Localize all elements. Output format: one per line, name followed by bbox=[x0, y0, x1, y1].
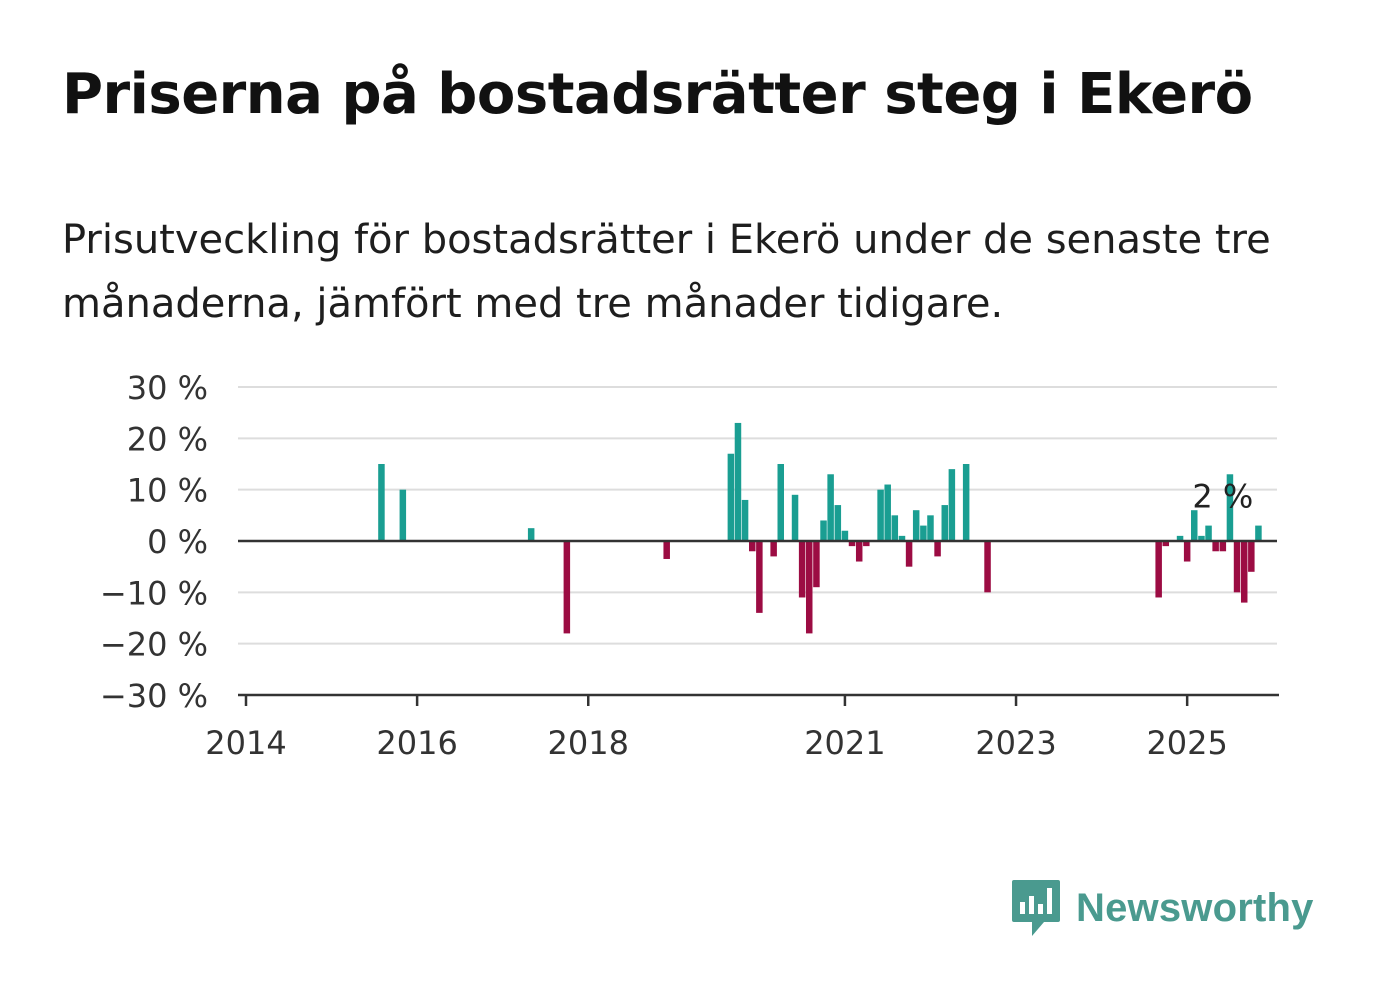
y-tick-label: 10 % bbox=[127, 472, 208, 510]
y-tick-label: 0 % bbox=[147, 523, 208, 561]
bar bbox=[941, 505, 949, 541]
bar bbox=[1248, 541, 1255, 572]
bar bbox=[1255, 525, 1262, 541]
bar bbox=[948, 469, 956, 541]
bars bbox=[378, 422, 1262, 634]
bar bbox=[848, 541, 856, 547]
x-tick-label: 2021 bbox=[804, 724, 885, 762]
bar bbox=[734, 422, 742, 541]
bar bbox=[834, 505, 842, 541]
x-tick-label: 2016 bbox=[376, 724, 457, 762]
y-tick-label: −30 % bbox=[100, 677, 208, 715]
bar bbox=[884, 484, 891, 541]
bar bbox=[841, 530, 849, 541]
bar bbox=[1198, 535, 1205, 541]
y-tick-label: −20 % bbox=[100, 626, 208, 664]
x-tick-label: 2018 bbox=[548, 724, 629, 762]
bar-chart: 30 %20 %10 %0 %−10 %−20 %−30 % 2014 2016 2… bbox=[100, 369, 1279, 762]
bar bbox=[1205, 525, 1212, 541]
bar bbox=[1191, 510, 1198, 541]
bar bbox=[813, 541, 820, 588]
bar bbox=[898, 535, 906, 541]
bar bbox=[820, 520, 827, 541]
bar bbox=[1176, 535, 1184, 541]
x-axis-ticks: 2014 2016 2018 2021 2023 2025 bbox=[205, 695, 1228, 762]
bar bbox=[1212, 541, 1219, 552]
bar bbox=[399, 489, 407, 541]
bar bbox=[827, 474, 834, 541]
brand-name: Newsworthy bbox=[1076, 885, 1314, 930]
bar bbox=[378, 464, 385, 541]
bar bbox=[855, 541, 863, 562]
bar bbox=[1226, 474, 1234, 541]
newsworthy-logo-icon bbox=[1012, 880, 1060, 936]
y-tick-label: 20 % bbox=[127, 420, 208, 458]
brand: Newsworthy bbox=[1010, 878, 1314, 938]
bar bbox=[920, 525, 927, 541]
bar bbox=[663, 541, 670, 559]
bar bbox=[1233, 541, 1241, 593]
grid-lines bbox=[238, 386, 1277, 645]
bar bbox=[749, 541, 756, 552]
bar bbox=[927, 515, 934, 541]
bar bbox=[1162, 541, 1170, 547]
bar bbox=[770, 541, 777, 557]
bar bbox=[805, 541, 813, 634]
bar bbox=[1219, 541, 1227, 552]
bar bbox=[905, 541, 913, 567]
bar bbox=[727, 453, 735, 541]
y-tick-label: 30 % bbox=[127, 369, 208, 407]
bar bbox=[1183, 541, 1191, 562]
bar bbox=[891, 515, 899, 541]
y-axis-ticks: 30 % 20 % 10 % 0 % −10 % −20 % −30 % bbox=[100, 369, 208, 715]
annotations: 2 % bbox=[1192, 478, 1253, 516]
x-tick-label: 2023 bbox=[975, 724, 1056, 762]
x-tick-label: 2014 bbox=[205, 724, 286, 762]
bar bbox=[877, 489, 884, 541]
annotation-label: 2 % bbox=[1192, 478, 1253, 516]
y-tick-label: −10 % bbox=[100, 574, 208, 612]
bar bbox=[791, 494, 799, 541]
bar bbox=[1240, 541, 1248, 603]
bar bbox=[777, 464, 784, 541]
bar bbox=[934, 541, 941, 557]
bar bbox=[798, 541, 806, 598]
bar bbox=[962, 464, 970, 541]
chart-title: Priserna på bostadsrätter steg i Ekerö bbox=[62, 62, 1253, 127]
bar bbox=[863, 541, 870, 547]
axes bbox=[238, 539, 1279, 697]
bar bbox=[912, 510, 920, 541]
chart-subtitle: Prisutveckling för bostadsrätter i Ekerö… bbox=[62, 217, 1271, 327]
x-tick-label: 2025 bbox=[1146, 724, 1227, 762]
bar bbox=[527, 528, 535, 541]
bar bbox=[756, 541, 763, 613]
bar bbox=[1155, 541, 1162, 598]
bar bbox=[563, 541, 571, 634]
bar bbox=[741, 499, 749, 541]
bar bbox=[984, 541, 991, 593]
